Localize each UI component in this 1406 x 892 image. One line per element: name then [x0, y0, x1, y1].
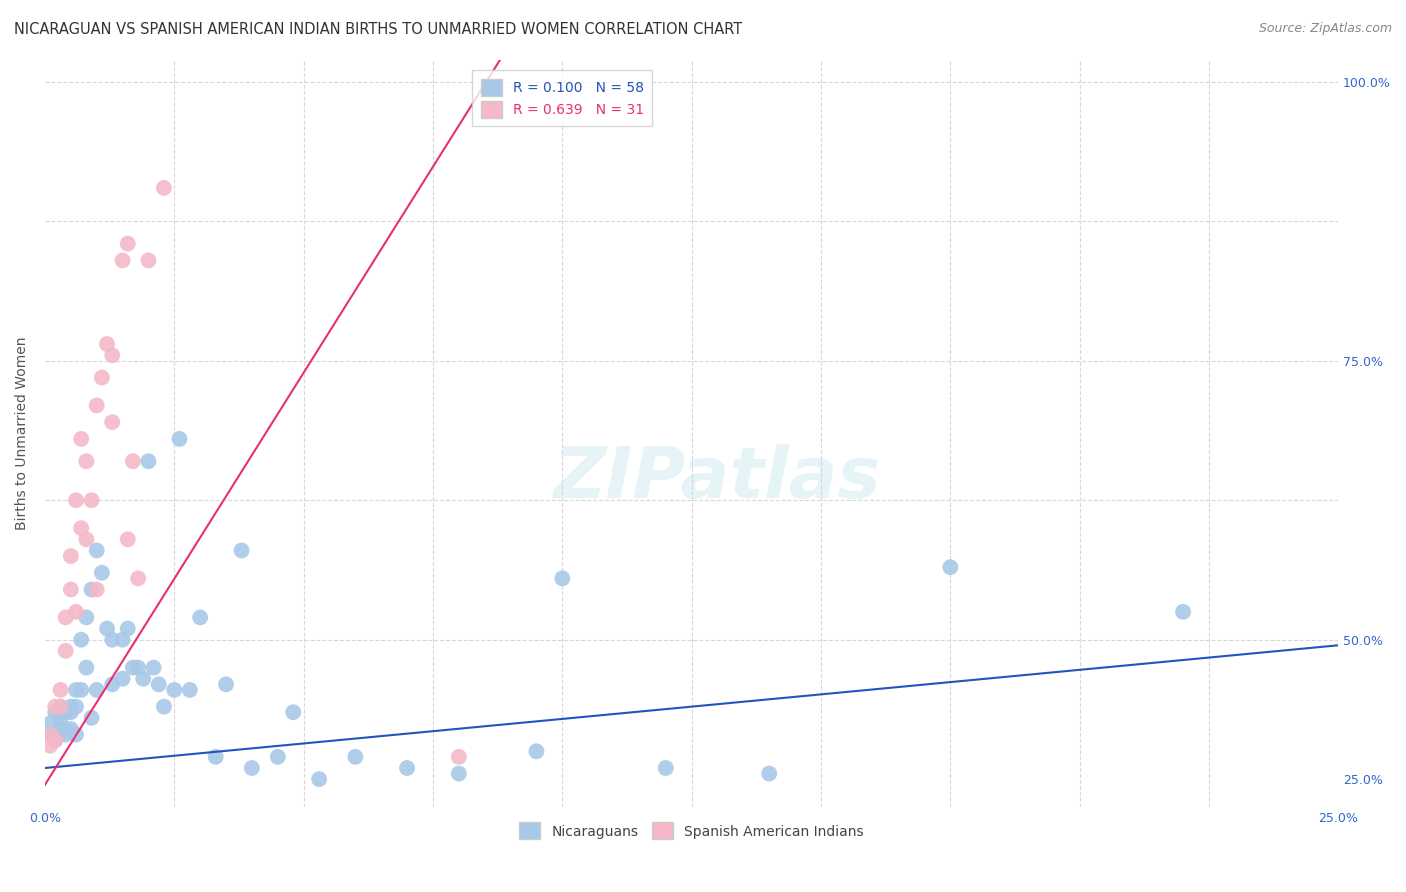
Point [163, 682, 186, 697]
Point [111, 632, 134, 647]
Point [59, 705, 82, 719]
Point [59, 582, 82, 597]
Point [80, 493, 103, 508]
Point [101, 415, 124, 429]
Point [70, 521, 93, 535]
Point [65, 699, 87, 714]
Point [267, 749, 290, 764]
Point [65, 605, 87, 619]
Point [551, 571, 574, 585]
Point [86, 399, 108, 413]
Point [117, 622, 139, 636]
Point [59, 549, 82, 563]
Text: Source: ZipAtlas.com: Source: ZipAtlas.com [1258, 22, 1392, 36]
Text: NICARAGUAN VS SPANISH AMERICAN INDIAN BIRTHS TO UNMARRIED WOMEN CORRELATION CHAR: NICARAGUAN VS SPANISH AMERICAN INDIAN BI… [14, 22, 742, 37]
Point [86, 582, 108, 597]
Point [44, 733, 66, 747]
Point [75, 610, 97, 624]
Point [80, 711, 103, 725]
Point [39, 716, 62, 731]
Y-axis label: Births to Unmarried Women: Births to Unmarried Women [15, 336, 30, 530]
Point [204, 749, 226, 764]
Point [447, 766, 470, 780]
Point [215, 677, 238, 691]
Point [59, 699, 82, 714]
Point [75, 660, 97, 674]
Point [122, 660, 145, 674]
Point [86, 543, 108, 558]
Point [75, 454, 97, 468]
Point [96, 337, 118, 351]
Legend: Nicaraguans, Spanish American Indians: Nicaraguans, Spanish American Indians [513, 817, 869, 845]
Point [90, 370, 112, 384]
Point [39, 739, 62, 753]
Point [55, 722, 77, 736]
Point [39, 727, 62, 741]
Point [49, 722, 72, 736]
Point [49, 711, 72, 725]
Point [283, 705, 305, 719]
Point [44, 699, 66, 714]
Point [55, 610, 77, 624]
Point [101, 632, 124, 647]
Point [70, 682, 93, 697]
Point [44, 705, 66, 719]
Point [153, 181, 176, 195]
Point [188, 610, 211, 624]
Point [138, 253, 160, 268]
Point [75, 533, 97, 547]
Point [39, 727, 62, 741]
Point [65, 682, 87, 697]
Point [96, 622, 118, 636]
Point [127, 660, 149, 674]
Point [1171, 605, 1194, 619]
Point [231, 543, 253, 558]
Point [148, 677, 170, 691]
Point [70, 632, 93, 647]
Point [138, 454, 160, 468]
Point [65, 493, 87, 508]
Point [59, 722, 82, 736]
Point [122, 454, 145, 468]
Point [44, 733, 66, 747]
Point [153, 699, 176, 714]
Point [101, 677, 124, 691]
Point [447, 749, 470, 764]
Point [55, 644, 77, 658]
Point [49, 682, 72, 697]
Point [758, 766, 780, 780]
Point [939, 560, 962, 574]
Point [344, 749, 367, 764]
Point [70, 432, 93, 446]
Point [396, 761, 419, 775]
Point [111, 672, 134, 686]
Point [179, 682, 201, 697]
Point [117, 533, 139, 547]
Point [142, 660, 165, 674]
Point [117, 236, 139, 251]
Point [169, 432, 191, 446]
Point [49, 699, 72, 714]
Point [101, 348, 124, 362]
Point [132, 672, 155, 686]
Point [308, 772, 330, 787]
Point [55, 705, 77, 719]
Point [65, 727, 87, 741]
Text: ZIPatlas: ZIPatlas [554, 443, 882, 513]
Point [127, 571, 149, 585]
Point [55, 727, 77, 741]
Point [49, 699, 72, 714]
Point [526, 744, 548, 758]
Point [240, 761, 263, 775]
Point [86, 682, 108, 697]
Point [655, 761, 678, 775]
Point [80, 582, 103, 597]
Point [111, 253, 134, 268]
Point [90, 566, 112, 580]
